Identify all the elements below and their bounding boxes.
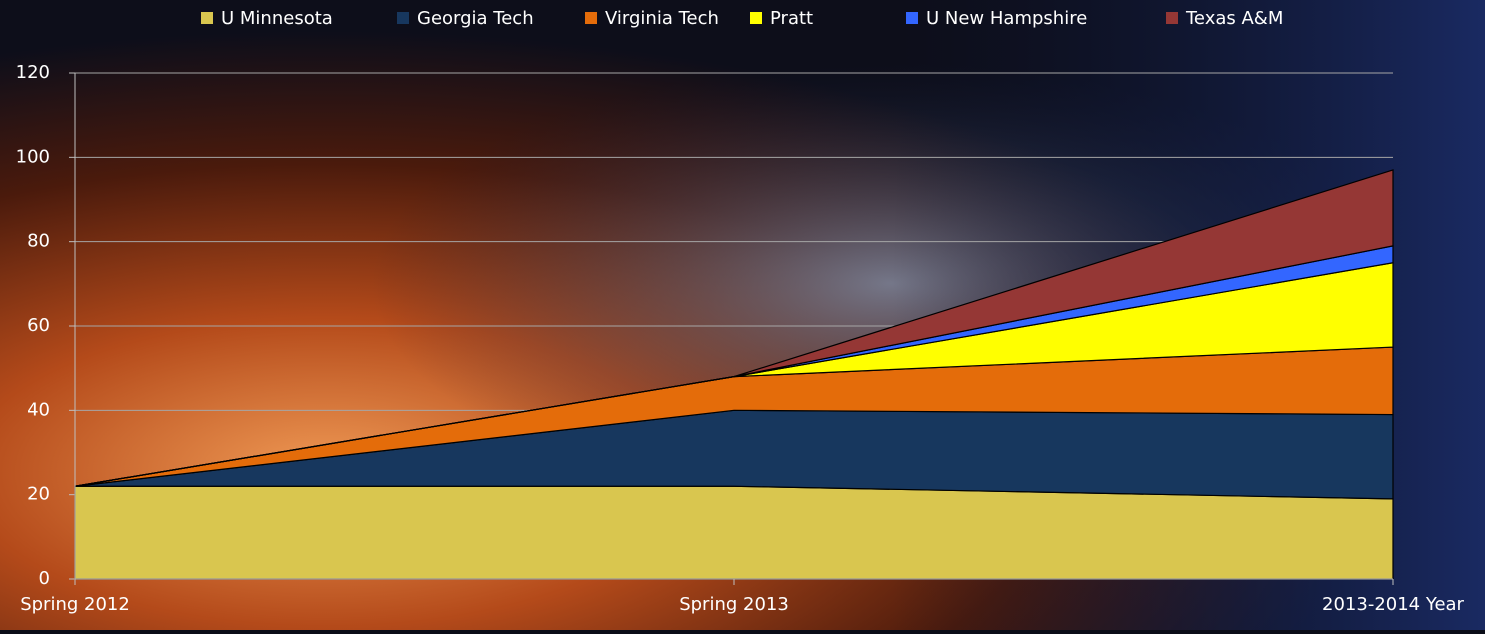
legend-label: Texas A&M [1185, 8, 1283, 29]
y-tick-label: 60 [27, 315, 50, 336]
x-tick-label: 2013-2014 Year [1322, 594, 1465, 615]
legend-label: U New Hampshire [926, 8, 1087, 29]
y-tick-label: 40 [27, 399, 50, 420]
y-tick-label: 20 [27, 484, 50, 505]
area [74, 485, 1394, 580]
legend-label: Georgia Tech [417, 8, 534, 29]
x-tick-label: Spring 2012 [20, 594, 130, 615]
y-tick-label: 80 [27, 231, 50, 252]
y-tick-label: 0 [39, 568, 50, 589]
legend-swatch [750, 12, 762, 24]
legend-label: Pratt [770, 8, 813, 29]
legend-swatch [397, 12, 409, 24]
legend-swatch [201, 12, 213, 24]
legend-swatch [585, 12, 597, 24]
legend-label: U Minnesota [221, 8, 333, 29]
x-tick-label: Spring 2013 [679, 594, 789, 615]
legend-swatch [1166, 12, 1178, 24]
legend-swatch [906, 12, 918, 24]
legend-label: Virginia Tech [605, 8, 719, 29]
area [74, 169, 1394, 487]
y-tick-label: 120 [16, 62, 50, 83]
y-tick-label: 100 [16, 146, 50, 167]
